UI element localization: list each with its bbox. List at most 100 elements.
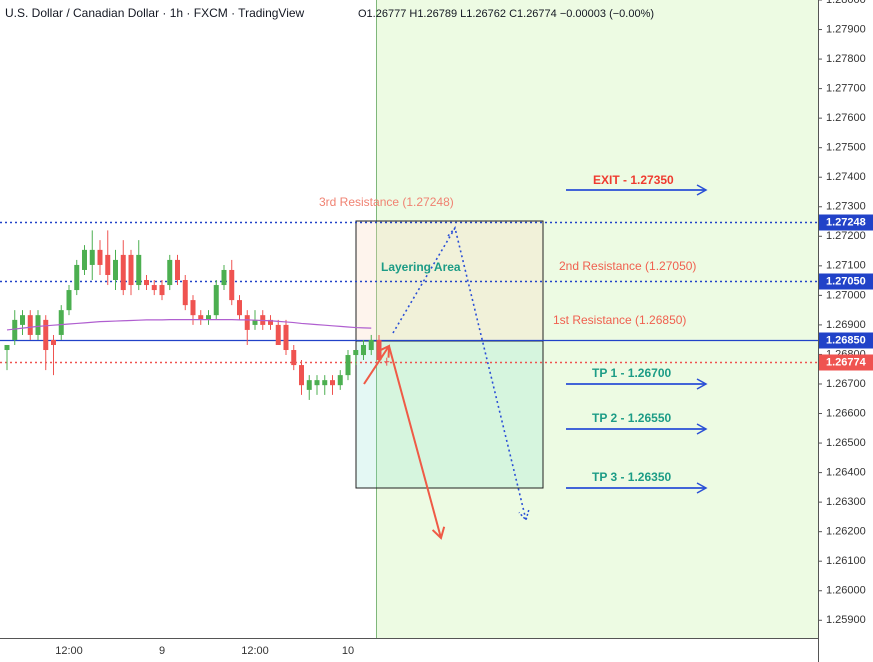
candle-body [51, 339, 56, 345]
y-tick-label: 1.26000 [826, 585, 866, 597]
x-tick-label: 10 [342, 645, 354, 657]
candle-body [229, 269, 235, 301]
y-tick-label: 1.26300 [826, 496, 866, 508]
ma-line [6, 318, 372, 331]
candle-body [105, 254, 111, 275]
candle-body [66, 290, 72, 311]
candle-body [283, 324, 289, 351]
layering-box [355, 220, 544, 342]
candle-body [182, 280, 188, 306]
y-tick-label: 1.27500 [826, 142, 866, 154]
chart-title: U.S. Dollar / Canadian Dollar · 1h · FXC… [5, 6, 305, 20]
candle-body [175, 259, 180, 281]
candle-body [299, 365, 304, 386]
level-label: 1.26850 [826, 334, 866, 346]
y-tick-label: 1.26500 [826, 437, 866, 449]
candle-body [337, 375, 343, 386]
candle-body [20, 315, 25, 325]
candle-body [128, 254, 134, 286]
ohlc-readout: O1.26777 H1.26789 L1.26762 C1.26774 −0.0… [358, 8, 654, 20]
candle-body [322, 380, 328, 386]
candle-body [268, 319, 273, 325]
level-label: 1.27050 [826, 275, 866, 287]
candle-body [275, 324, 281, 345]
level-tag [819, 273, 873, 290]
axis-layer: 1.25900 1.26000 1.26100 1.26200 1.26300 1.264… [55, 0, 873, 657]
candle-body [74, 264, 80, 291]
y-tick-label: 1.27400 [826, 171, 866, 183]
resistance-1-label: 1st Resistance (1.26850) [553, 313, 686, 327]
candle-body [368, 339, 374, 351]
candle-body [151, 285, 157, 291]
up-arrow [363, 344, 391, 385]
target-box [355, 340, 544, 489]
candle-body [206, 315, 211, 320]
candle-body [361, 344, 366, 356]
down-arrow [388, 345, 446, 540]
candle-body [345, 355, 351, 376]
x-tick-label: 12:00 [55, 645, 83, 657]
y-tick-label: 1.26700 [826, 378, 866, 390]
resistance-3-label: 3rd Resistance (1.27248) [319, 195, 454, 209]
candle-body [58, 310, 64, 335]
candle-body [120, 254, 126, 291]
y-tick-label: 1.27700 [826, 83, 866, 95]
candle-body [244, 315, 250, 330]
tp1-label: TP 1 - 1.26700 [592, 366, 671, 380]
candle-body [27, 315, 33, 335]
candle-body [43, 319, 49, 351]
x-tick-label: 9 [159, 645, 165, 657]
candle-body [190, 300, 196, 316]
y-tick-label: 1.27900 [826, 23, 866, 35]
y-tick-label: 1.27600 [826, 112, 866, 124]
y-tick-label: 1.27300 [826, 201, 866, 213]
candle-body [353, 350, 359, 356]
candle-body [35, 315, 41, 335]
y-tick-label: 1.28000 [826, 0, 866, 6]
candle-body [4, 344, 10, 351]
level-label: 1.26774 [826, 356, 867, 368]
candle-body [221, 269, 227, 286]
candle-body [159, 285, 165, 296]
candle-body [144, 280, 149, 286]
future-zone [376, 0, 818, 638]
candle-body [291, 350, 297, 366]
candle-body [12, 319, 18, 340]
candle-body [252, 319, 258, 325]
layering-label: Layering Area [381, 260, 461, 274]
level-tag [819, 214, 873, 231]
y-tick-label: 1.27800 [826, 53, 866, 65]
drawings: EXIT - 1.27350 3rd Resistance (1.27248) … [319, 173, 708, 540]
candle-body [330, 380, 335, 386]
candle-body [237, 300, 242, 316]
candle-body [384, 361, 390, 363]
tp2-label: TP 2 - 1.26550 [592, 411, 671, 425]
candle-body [136, 254, 142, 286]
price-axis-bg [818, 0, 873, 662]
y-tick-label: 1.27000 [826, 289, 866, 301]
candle-body [198, 315, 204, 320]
level-tag [819, 354, 873, 371]
level-label: 1.27248 [826, 216, 866, 228]
y-tick-label: 1.26100 [826, 555, 866, 567]
level-tag [819, 332, 873, 349]
y-tick-label: 1.26400 [826, 466, 866, 478]
candle-body [314, 380, 320, 386]
tp3-label: TP 3 - 1.26350 [592, 470, 671, 484]
candle-body [89, 249, 95, 265]
y-tick-label: 1.27100 [826, 260, 866, 272]
y-tick-label: 1.25900 [826, 614, 866, 626]
y-tick-label: 1.26200 [826, 526, 866, 538]
candle-body [167, 259, 173, 286]
exit-label: EXIT - 1.27350 [593, 173, 674, 187]
projection-tip [447, 227, 456, 237]
y-tick-label: 1.26900 [826, 319, 866, 331]
candle-body [97, 249, 103, 265]
candle-body [113, 259, 118, 281]
y-tick-label: 1.26600 [826, 407, 866, 419]
x-tick-label: 12:00 [241, 645, 269, 657]
time-axis-bg [0, 638, 818, 662]
resistance-2-label: 2nd Resistance (1.27050) [559, 259, 696, 273]
